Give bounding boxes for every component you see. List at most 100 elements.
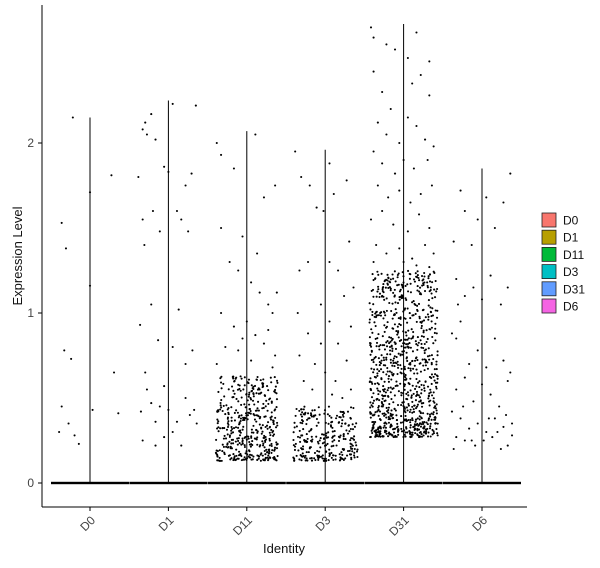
point-D31 (385, 345, 389, 348)
point-D31 (397, 390, 400, 393)
point-D31 (376, 372, 379, 375)
point-D31 (404, 435, 407, 438)
point-D31 (372, 36, 375, 39)
point-D31 (382, 403, 385, 406)
point-D11 (232, 459, 235, 462)
point-D31 (378, 345, 381, 348)
point-D31 (392, 431, 396, 434)
point-D11 (275, 406, 278, 409)
point-D31 (387, 395, 390, 398)
point-D31 (369, 344, 372, 347)
point-D31 (371, 426, 374, 429)
point-D3 (321, 457, 324, 460)
point-D31 (394, 347, 398, 351)
point-D11 (255, 392, 258, 395)
point-D1 (144, 121, 147, 124)
point-D31 (391, 273, 394, 276)
point-D31 (379, 344, 382, 347)
point-D3 (300, 459, 303, 462)
y-tick-label: 2 (27, 136, 34, 150)
point-D31 (378, 399, 381, 402)
point-D31 (407, 269, 410, 273)
point-D31 (422, 329, 425, 332)
point-D31 (407, 337, 410, 340)
point-D3 (331, 393, 334, 396)
point-D31 (435, 316, 439, 319)
point-D31 (387, 421, 390, 424)
point-D31 (415, 31, 418, 34)
point-D11 (273, 390, 276, 393)
point-D31 (393, 394, 396, 397)
point-D31 (399, 323, 402, 327)
point-D31 (391, 327, 394, 330)
point-D31 (432, 413, 435, 416)
point-D3 (322, 209, 325, 213)
point-D31 (384, 399, 387, 402)
point-D3 (313, 451, 317, 454)
point-D31 (414, 272, 417, 275)
point-D31 (412, 410, 416, 413)
point-D31 (378, 433, 381, 436)
point-D31 (408, 342, 411, 345)
point-D31 (411, 360, 414, 363)
point-D3 (309, 412, 313, 415)
point-D31 (406, 307, 409, 310)
point-D31 (436, 434, 439, 437)
point-D31 (395, 435, 398, 438)
point-D11 (274, 385, 277, 388)
point-D31 (383, 414, 386, 417)
point-D31 (401, 353, 404, 356)
point-D31 (373, 368, 376, 371)
point-D3 (298, 429, 301, 432)
point-D3 (309, 446, 312, 449)
point-D3 (317, 454, 320, 457)
point-D31 (390, 409, 393, 412)
point-D3 (334, 379, 337, 383)
point-D31 (433, 368, 436, 371)
point-D31 (391, 349, 394, 353)
point-D31 (386, 340, 389, 343)
point-D31 (434, 418, 437, 421)
point-D31 (412, 335, 415, 338)
point-D11 (255, 378, 259, 381)
point-D11 (259, 459, 262, 462)
point-D11 (243, 384, 246, 387)
point-D11 (257, 392, 260, 395)
point-D31 (426, 158, 429, 162)
point-D31 (397, 352, 400, 355)
point-D6 (455, 388, 458, 391)
point-D11 (232, 442, 235, 445)
point-D11 (220, 311, 223, 315)
point-D11 (258, 291, 261, 294)
plot-area: 0 1 2 D0 D1 D11 D3 D31 D6 (27, 5, 527, 539)
point-D11 (243, 403, 246, 406)
point-D31 (434, 422, 437, 425)
point-D31 (370, 381, 373, 384)
point-D31 (393, 48, 397, 51)
point-D11 (239, 417, 242, 420)
point-D31 (381, 90, 384, 94)
point-D11 (271, 431, 274, 434)
point-D11 (232, 325, 235, 328)
point-D11 (240, 443, 243, 446)
point-D31 (403, 346, 406, 349)
point-D3 (305, 433, 308, 436)
point-D0 (63, 349, 66, 352)
point-D31 (434, 280, 437, 283)
point-D31 (418, 380, 421, 383)
point-D31 (377, 435, 380, 438)
point-D31 (374, 324, 377, 328)
point-D31 (382, 390, 386, 393)
point-D31 (409, 369, 412, 372)
point-D31 (369, 308, 372, 311)
point-D31 (391, 302, 394, 305)
point-D3 (349, 439, 352, 442)
point-D31 (383, 348, 387, 351)
point-D3 (298, 436, 302, 439)
x-tick-label: D0 (77, 513, 98, 534)
point-D1 (141, 218, 144, 221)
point-D3 (342, 412, 346, 415)
point-D11 (269, 376, 272, 379)
point-D3 (313, 457, 316, 460)
point-D3 (348, 449, 351, 452)
